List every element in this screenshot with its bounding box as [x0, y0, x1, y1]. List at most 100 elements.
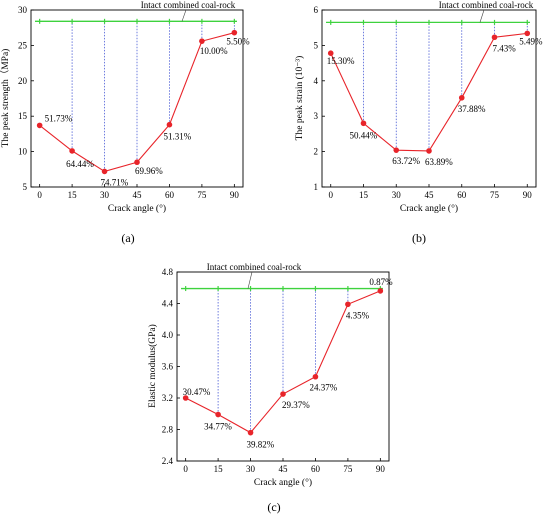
panel-label: (c) — [267, 500, 280, 514]
y-tick-label: 5 — [314, 40, 319, 50]
data-point — [345, 301, 351, 308]
data-label: 5.49% — [519, 36, 543, 46]
x-tick-label: 45 — [133, 190, 143, 200]
data-label: 50.44% — [349, 130, 377, 140]
data-point — [280, 391, 286, 397]
data-label: 15.30% — [327, 56, 355, 66]
x-tick-label: 30 — [392, 190, 402, 200]
data-point — [199, 38, 205, 44]
data-point — [36, 122, 43, 129]
x-tick-label: 60 — [457, 190, 467, 200]
data-point — [247, 429, 254, 436]
y-tick-label: 3 — [314, 111, 319, 121]
data-label: 51.73% — [45, 113, 73, 123]
x-tick-label: 0 — [328, 190, 333, 200]
y-axis-label: The peak strain (10⁻³) — [294, 56, 305, 141]
x-tick-label: 90 — [523, 190, 533, 200]
reference-leader — [247, 271, 253, 289]
reference-leader — [181, 9, 187, 22]
data-label: 39.82% — [247, 440, 275, 450]
x-tick-label: 30 — [100, 190, 110, 200]
x-tick-label: 15 — [359, 190, 369, 200]
y-tick-label: 10 — [18, 147, 28, 157]
y-tick-label: 4.4 — [162, 299, 174, 309]
data-label: 34.77% — [204, 422, 232, 432]
data-label: 29.37% — [282, 400, 310, 410]
data-point — [458, 94, 465, 101]
reference-label: Intact combined coal-rock — [141, 0, 236, 10]
x-tick-label: 45 — [279, 464, 289, 474]
y-tick-label: 20 — [18, 76, 28, 86]
data-label: 63.72% — [392, 156, 420, 166]
y-tick-label: 6 — [314, 5, 319, 15]
data-label: 30.47% — [183, 387, 211, 397]
data-point — [312, 373, 319, 380]
data-label: 0.87% — [369, 277, 393, 287]
data-point — [491, 34, 498, 41]
data-label: 51.31% — [163, 132, 191, 142]
x-tick-label: 0 — [37, 190, 42, 200]
data-point — [101, 168, 108, 175]
x-axis-label: Crack angle (°) — [108, 203, 166, 214]
y-tick-label: 4.0 — [162, 330, 174, 340]
x-tick-label: 15 — [68, 190, 78, 200]
data-point — [134, 159, 140, 166]
data-label: 24.37% — [309, 383, 337, 393]
data-point — [360, 120, 367, 127]
x-tick-label: 60 — [311, 464, 321, 474]
data-label: 5.50% — [226, 37, 250, 47]
y-tick-label: 4 — [314, 76, 319, 86]
data-label: 37.88% — [458, 104, 486, 114]
data-label: 4.35% — [346, 310, 370, 320]
data-point — [426, 148, 432, 154]
data-label: 69.96% — [135, 166, 163, 176]
chart-panel-2: Intact combined coal-rock 15.30% 50.44% 63.… — [294, 0, 543, 245]
y-tick-label: 30 — [18, 5, 28, 15]
reference-label: Intact combined coal-rock — [207, 262, 302, 272]
y-tick-label: 2.4 — [162, 456, 174, 466]
y-tick-label: 25 — [18, 40, 28, 50]
chart-panel-1: Intact combined coal-rock 51.73% 64.44% 74.… — [0, 0, 250, 245]
reference-label: Intact combined coal-rock — [439, 0, 534, 10]
data-point — [377, 288, 384, 294]
y-tick-label: 1 — [314, 182, 319, 192]
x-tick-label: 0 — [183, 464, 188, 474]
x-tick-label: 30 — [246, 464, 256, 474]
y-tick-label: 15 — [18, 111, 28, 121]
data-point — [327, 50, 334, 56]
x-tick-label: 90 — [230, 190, 240, 200]
y-tick-label: 2 — [314, 147, 319, 157]
data-point — [393, 147, 400, 153]
data-label: 7.43% — [493, 43, 517, 53]
chart-panel-3: Intact combined coal-rock 30.47% 34.77% 39.… — [147, 262, 393, 514]
y-tick-label: 2.8 — [162, 425, 174, 435]
x-tick-label: 75 — [490, 190, 500, 200]
x-tick-label: 15 — [214, 464, 224, 474]
y-tick-label: 5 — [23, 182, 28, 192]
panel-label: (b) — [412, 231, 426, 245]
x-tick-label: 60 — [165, 190, 175, 200]
panel-label: (a) — [121, 231, 134, 245]
x-tick-label: 90 — [376, 464, 386, 474]
data-point — [231, 29, 238, 36]
data-label: 63.89% — [425, 157, 453, 167]
x-axis-label: Crack angle (°) — [400, 203, 458, 214]
reference-leader — [479, 9, 485, 23]
x-tick-label: 45 — [425, 190, 435, 200]
y-tick-label: 3.2 — [162, 393, 173, 403]
data-point — [69, 148, 75, 154]
y-axis-label: Elastic modulus(GPa) — [147, 324, 158, 408]
data-point — [182, 395, 189, 401]
y-tick-label: 4.8 — [162, 267, 174, 277]
data-label: 64.44% — [66, 159, 94, 169]
data-point — [524, 30, 531, 37]
x-axis-label: Crack angle (°) — [254, 477, 312, 488]
data-point — [166, 121, 173, 128]
y-tick-label: 3.6 — [162, 362, 174, 372]
x-tick-label: 75 — [343, 464, 353, 474]
x-tick-label: 75 — [197, 190, 207, 200]
data-point — [215, 411, 221, 418]
y-axis-label: The peak strength（MPa) — [0, 49, 11, 148]
data-label: 10.00% — [200, 46, 228, 56]
